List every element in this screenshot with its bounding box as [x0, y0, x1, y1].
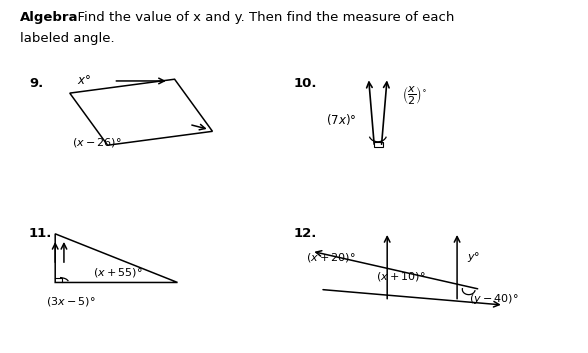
Text: $(x - 26)°$: $(x - 26)°$ [72, 136, 121, 149]
Text: $(y - 40)°$: $(y - 40)°$ [469, 292, 518, 306]
Text: $(7x)°$: $(7x)°$ [326, 112, 356, 127]
Text: $x°$: $x°$ [78, 74, 91, 87]
Text: 9.: 9. [29, 77, 44, 90]
Text: $y°$: $y°$ [467, 250, 480, 264]
Text: 11.: 11. [29, 227, 52, 240]
Text: $\left(\dfrac{x}{2}\right)^{\circ}$: $\left(\dfrac{x}{2}\right)^{\circ}$ [402, 84, 426, 106]
Text: $(x + 20)°$: $(x + 20)°$ [306, 251, 355, 264]
Text: $(x + 10)°$: $(x + 10)°$ [376, 270, 425, 283]
Text: Algebra: Algebra [20, 11, 79, 24]
Text: labeled angle.: labeled angle. [20, 32, 115, 45]
Text: Find the value of x and y. Then find the measure of each: Find the value of x and y. Then find the… [69, 11, 454, 24]
Text: $(x + 55)°$: $(x + 55)°$ [93, 266, 143, 279]
Text: 10.: 10. [294, 77, 318, 90]
Text: 12.: 12. [294, 227, 318, 240]
Text: $(3x - 5)°$: $(3x - 5)°$ [46, 295, 96, 307]
